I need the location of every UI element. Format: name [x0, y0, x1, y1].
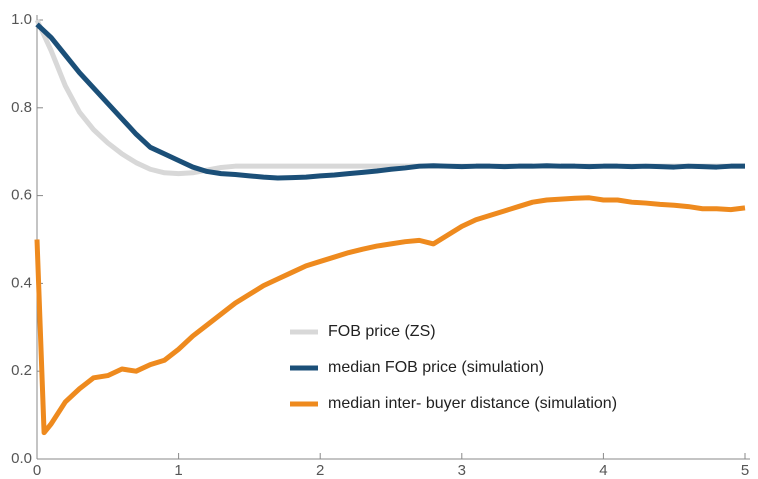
x-tick-label: 1	[174, 462, 182, 479]
y-tick-label: 0.2	[11, 362, 32, 379]
y-tick-label: 0.4	[11, 274, 32, 291]
y-tick-label: 0.6	[11, 187, 32, 204]
x-tick-label: 0	[33, 462, 41, 479]
y-tick-label: 1.0	[11, 11, 32, 28]
x-tick-label: 4	[599, 462, 607, 479]
series-line	[35, 22, 745, 181]
x-tick-label: 3	[458, 462, 466, 479]
legend-label: FOB price (ZS)	[328, 323, 436, 340]
legend-label: median inter- buyer distance (simulation…	[328, 395, 617, 412]
x-tick-label: 2	[316, 462, 324, 479]
series-line	[34, 195, 746, 436]
legend: FOB price (ZS) median FOB price (simulati…	[290, 323, 617, 412]
series-line	[34, 18, 745, 177]
y-tick-label: 0.8	[11, 99, 32, 116]
x-tick-label: 5	[741, 462, 749, 479]
y-tick-label: 0.0	[11, 450, 32, 467]
legend-label: median FOB price (simulation)	[328, 359, 544, 376]
